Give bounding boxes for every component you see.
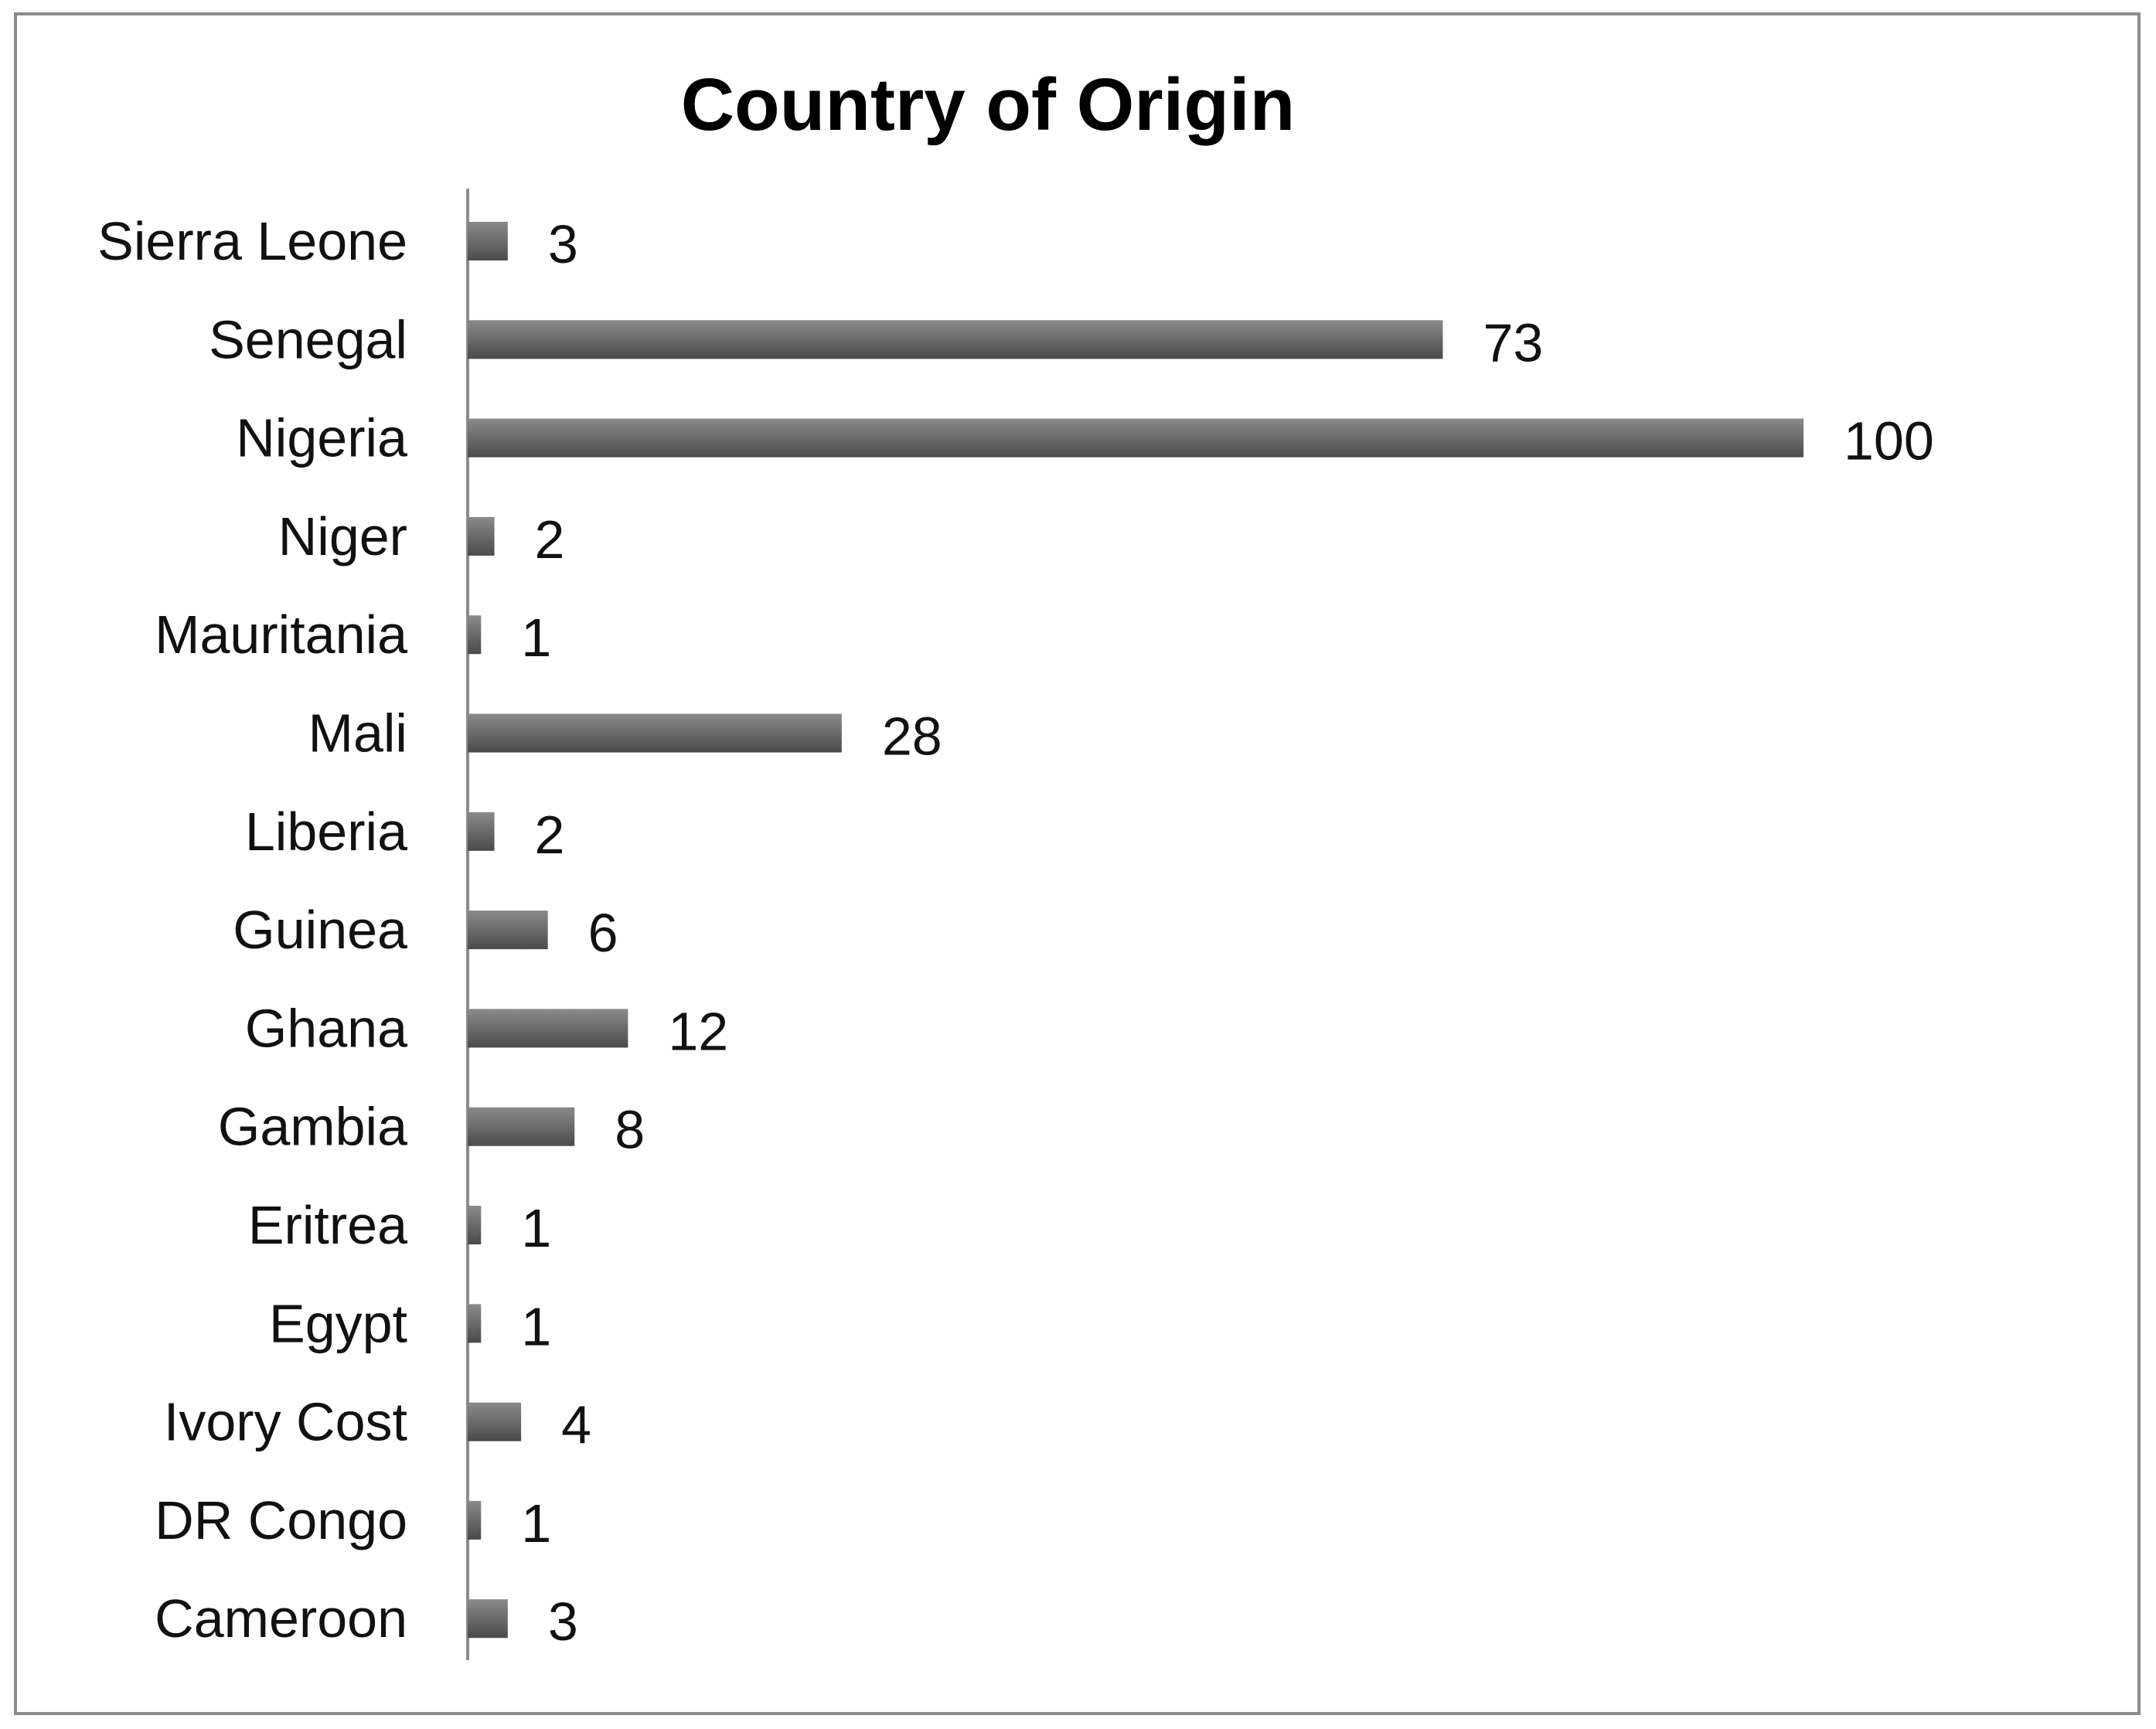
data-label: 12 bbox=[668, 1001, 728, 1061]
bar-eritrea bbox=[468, 1206, 482, 1244]
category-label: Nigeria bbox=[236, 408, 407, 468]
chart-title: Country of Origin bbox=[681, 63, 1296, 146]
data-label: 3 bbox=[548, 214, 578, 274]
data-label: 6 bbox=[588, 903, 618, 963]
bar-sierra-leone bbox=[468, 222, 508, 260]
chart-frame: Country of Origin Sierra Leone 3 Senegal 73… bbox=[14, 12, 2141, 1715]
category-label: Mali bbox=[308, 703, 407, 764]
bar-chart: Country of Origin Sierra Leone 3 Senegal 73… bbox=[97, 63, 1934, 1660]
data-label: 28 bbox=[882, 706, 942, 767]
category-label: Sierra Leone bbox=[97, 211, 407, 271]
data-label: 1 bbox=[521, 1198, 551, 1258]
bar-cameroon bbox=[468, 1599, 508, 1639]
category-label: Senegal bbox=[209, 309, 407, 369]
category-label: Guinea bbox=[233, 900, 407, 960]
data-label: 8 bbox=[615, 1100, 645, 1160]
category-label: Gambia bbox=[218, 1097, 407, 1157]
data-label: 1 bbox=[521, 1296, 551, 1356]
bar-senegal bbox=[468, 320, 1443, 359]
bar-ivory-cost bbox=[468, 1402, 522, 1441]
data-label: 4 bbox=[561, 1395, 591, 1455]
bar-dr-congo bbox=[468, 1500, 482, 1540]
data-label: 73 bbox=[1483, 312, 1543, 373]
data-label: 2 bbox=[535, 805, 565, 865]
bar-gambia bbox=[468, 1107, 575, 1146]
bar-mali bbox=[468, 713, 842, 753]
bar-niger bbox=[468, 516, 495, 556]
data-label: 1 bbox=[521, 1493, 551, 1554]
category-label: Ghana bbox=[245, 998, 407, 1058]
bar-guinea bbox=[468, 910, 548, 950]
category-label: Egypt bbox=[269, 1293, 407, 1353]
category-label: Ivory Cost bbox=[164, 1392, 407, 1452]
category-label: Liberia bbox=[245, 802, 407, 862]
data-label: 1 bbox=[521, 608, 551, 668]
category-label: Niger bbox=[278, 506, 407, 567]
data-label: 2 bbox=[535, 509, 565, 570]
data-label: 100 bbox=[1844, 411, 1934, 471]
bar-ghana bbox=[468, 1009, 628, 1048]
category-label: DR Congo bbox=[155, 1490, 407, 1550]
bar-egypt bbox=[468, 1304, 482, 1343]
category-label: Mauritania bbox=[155, 604, 407, 665]
category-label: Eritrea bbox=[248, 1195, 407, 1255]
data-label: 3 bbox=[548, 1591, 578, 1652]
category-label: Cameroon bbox=[155, 1588, 407, 1649]
bar-nigeria bbox=[468, 418, 1803, 458]
bar-liberia bbox=[468, 812, 495, 851]
bar-mauritania bbox=[468, 615, 482, 655]
